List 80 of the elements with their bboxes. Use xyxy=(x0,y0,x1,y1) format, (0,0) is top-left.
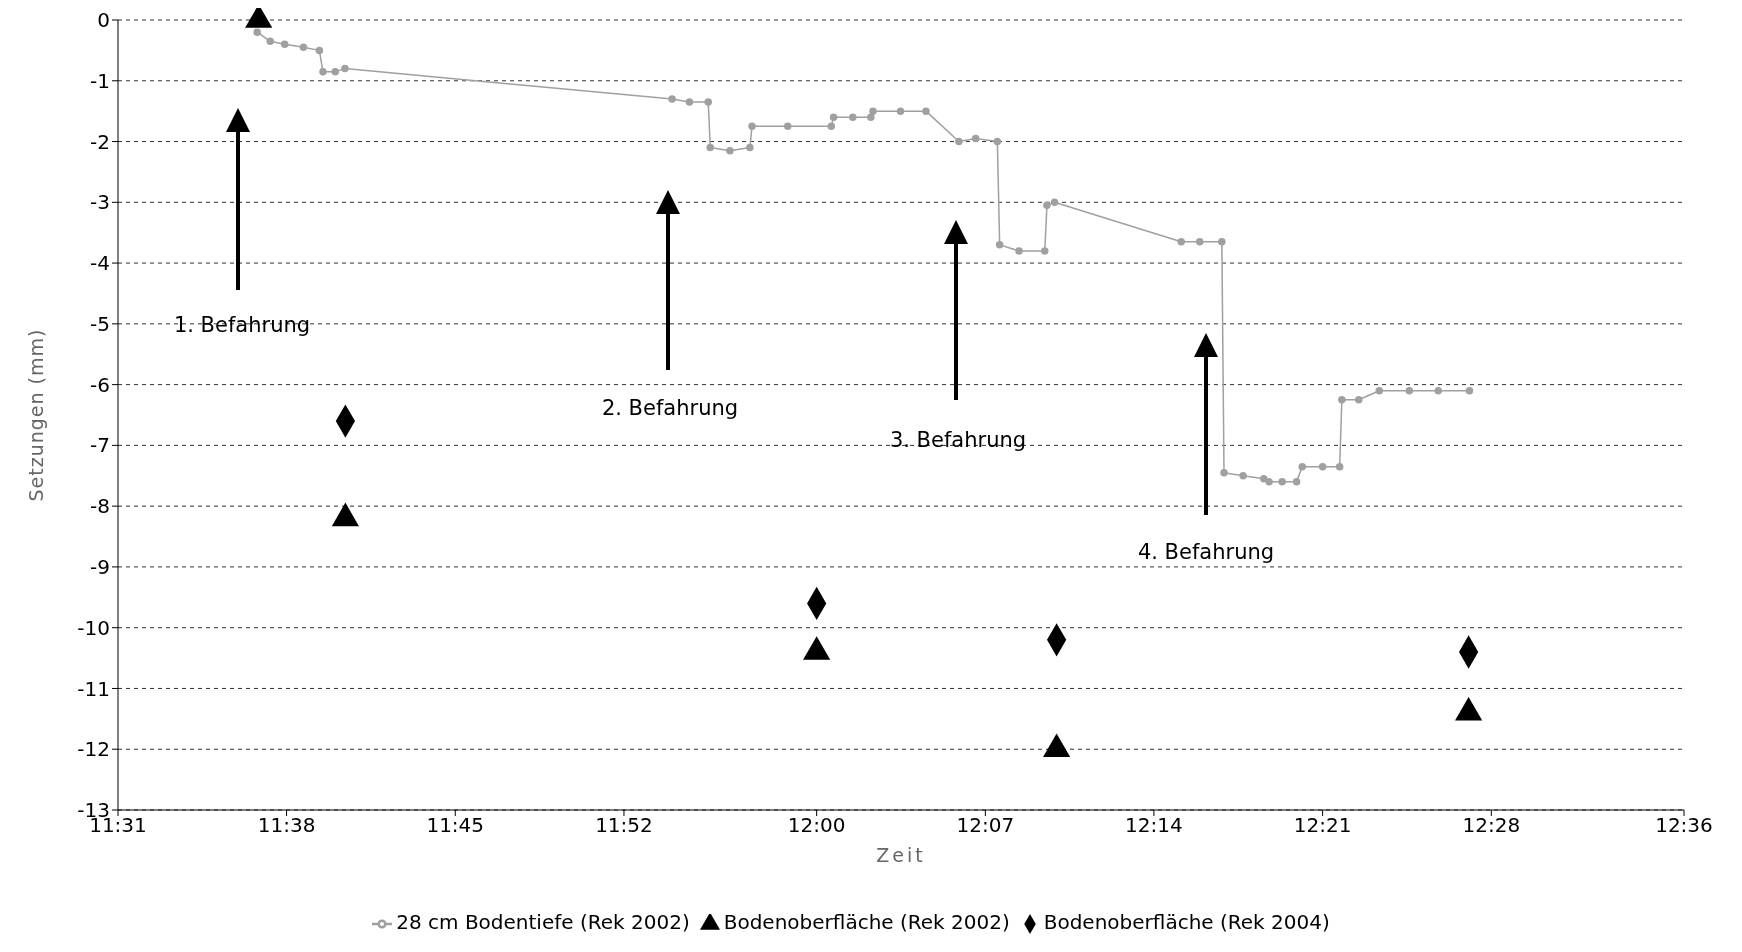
point xyxy=(971,134,980,143)
point xyxy=(748,122,756,131)
point xyxy=(849,113,857,121)
x-tick-label: 12:07 xyxy=(956,813,1015,838)
point xyxy=(1405,386,1414,395)
annotation: 3. Befahrung xyxy=(889,428,1027,452)
point xyxy=(253,28,261,36)
legend-label: Bodenoberfläche (Rek 2002) xyxy=(723,910,1010,934)
y-tick-label: -4 xyxy=(90,251,110,276)
point xyxy=(319,67,327,76)
y-tick-label: -8 xyxy=(90,494,110,519)
point xyxy=(1043,201,1051,210)
x-tick-label: 12:14 xyxy=(1125,813,1183,838)
point xyxy=(315,46,324,55)
point xyxy=(1318,462,1327,471)
y-tick-label: -2 xyxy=(90,129,110,154)
point xyxy=(331,67,340,76)
point xyxy=(746,143,754,152)
y-tick-label: -1 xyxy=(90,68,110,93)
point xyxy=(896,107,905,115)
y-tick-label: -6 xyxy=(90,372,110,397)
point xyxy=(867,113,875,121)
point xyxy=(704,98,712,106)
point xyxy=(783,122,792,131)
point xyxy=(299,43,308,52)
x-tick-label: 12:21 xyxy=(1293,813,1352,838)
point xyxy=(1195,238,1204,246)
point xyxy=(266,37,274,46)
annotation: 4. Befahrung xyxy=(1137,540,1275,564)
point xyxy=(1177,238,1185,246)
point xyxy=(1465,386,1474,395)
point xyxy=(869,107,877,115)
x-tick-label: 11:38 xyxy=(257,813,316,838)
x-tick-label: 12:28 xyxy=(1462,813,1521,838)
point xyxy=(1015,247,1023,255)
point xyxy=(1292,478,1301,486)
y-axis-title: Setzungen (mm) xyxy=(24,328,47,502)
y-tick-label: -9 xyxy=(90,555,110,580)
point xyxy=(1220,468,1228,477)
point xyxy=(1298,462,1306,471)
x-tick-label: 12:36 xyxy=(1655,813,1713,838)
x-tick-label: 11:45 xyxy=(426,813,485,838)
point xyxy=(993,137,1002,146)
point xyxy=(1338,396,1346,404)
point xyxy=(726,146,734,155)
point xyxy=(1278,478,1286,486)
y-tick-label: -11 xyxy=(77,676,110,701)
point xyxy=(685,98,694,106)
annotation: 2. Befahrung xyxy=(601,396,739,420)
point xyxy=(668,95,676,103)
point xyxy=(1050,198,1059,207)
point xyxy=(827,122,835,131)
x-tick-label: 12:00 xyxy=(787,813,846,838)
point xyxy=(1434,386,1442,395)
y-tick-label: -7 xyxy=(90,433,110,458)
point xyxy=(1335,462,1344,471)
legend-label: Bodenoberfläche (Rek 2004) xyxy=(1043,910,1330,934)
y-tick-label: -12 xyxy=(77,737,110,762)
point xyxy=(1041,247,1049,255)
y-tick-label: -5 xyxy=(90,311,110,336)
point xyxy=(1218,238,1226,246)
point xyxy=(341,64,349,73)
y-tick-label: -3 xyxy=(90,190,110,215)
point xyxy=(280,40,289,49)
point xyxy=(706,143,715,152)
point xyxy=(1260,475,1268,483)
point xyxy=(1265,478,1273,486)
x-tick-label: 11:52 xyxy=(595,813,653,838)
y-tick-label: 0 xyxy=(97,8,110,33)
y-tick-label: -10 xyxy=(77,615,110,640)
legend-label: 28 cm Bodentiefe (Rek 2002) xyxy=(396,910,690,934)
annotation: 1. Befahrung xyxy=(173,313,311,337)
x-axis-title: Zeit xyxy=(876,844,926,866)
point xyxy=(1354,396,1363,404)
point xyxy=(1239,472,1247,480)
point xyxy=(922,107,930,115)
point xyxy=(955,137,963,146)
point xyxy=(1375,386,1384,395)
point xyxy=(829,113,838,121)
point xyxy=(995,241,1004,249)
